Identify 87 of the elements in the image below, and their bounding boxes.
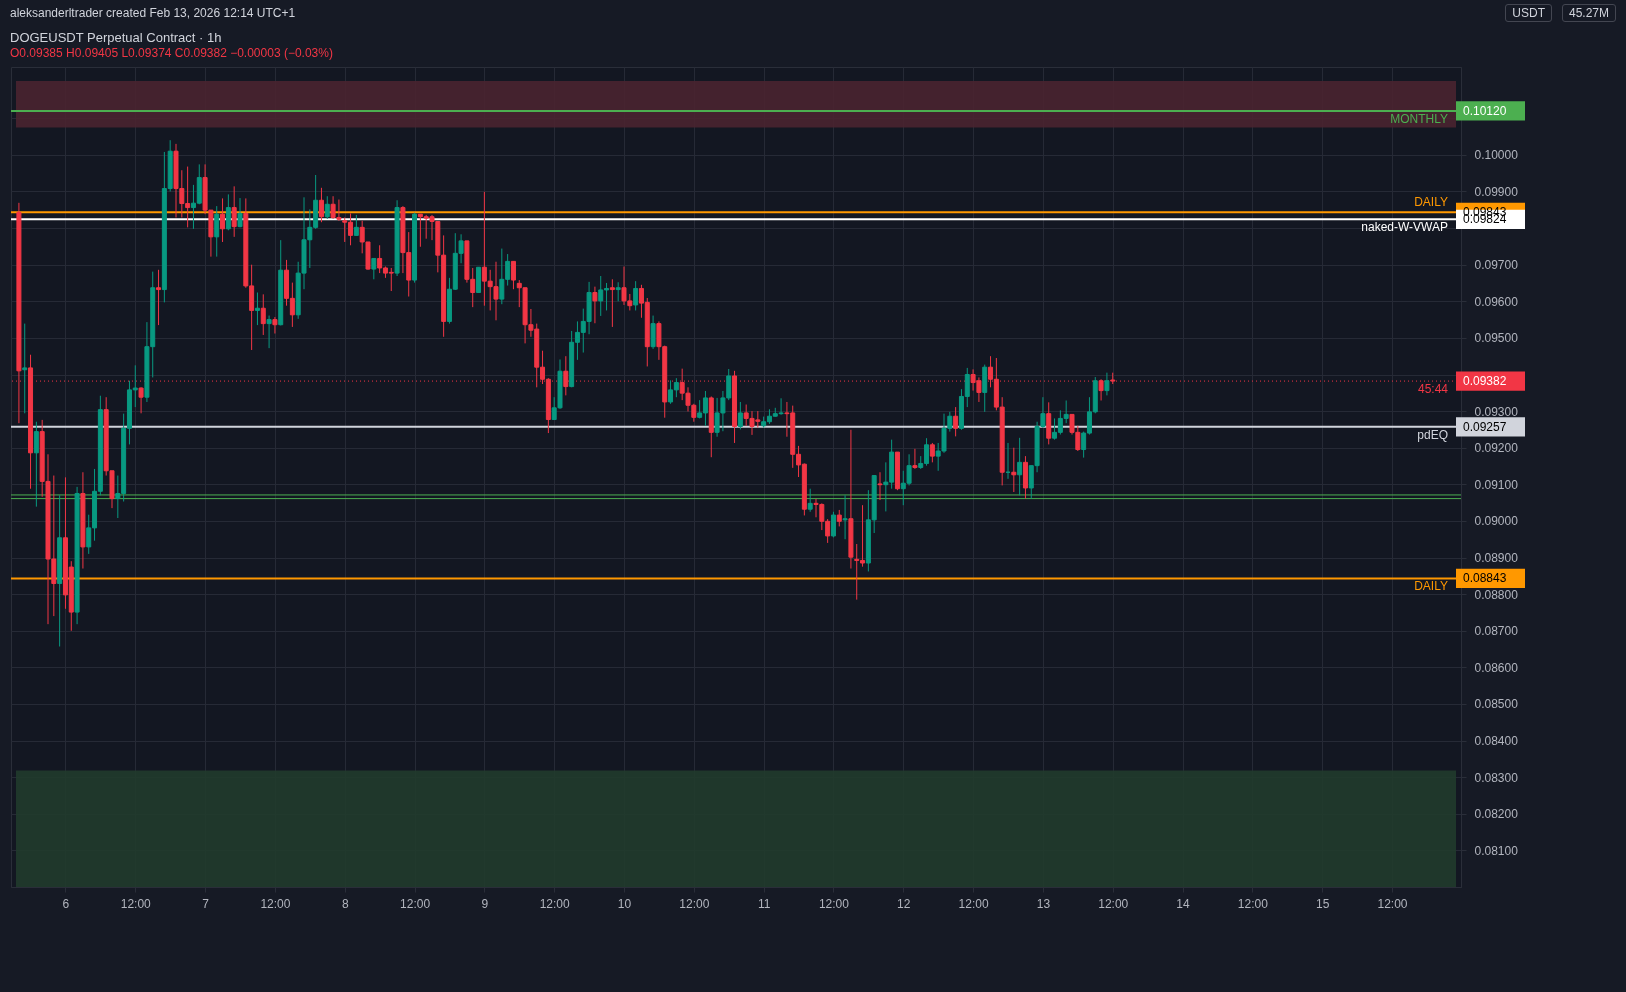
annotation: 45:44	[1417, 382, 1449, 397]
candlestick	[272, 316, 278, 334]
x-tick-label: 8	[341, 896, 349, 911]
x-tick-label: 12:00	[818, 896, 850, 911]
y-tick-label: 0.08400	[1474, 734, 1519, 749]
x-tick-label: 9	[481, 896, 489, 911]
candlestick	[231, 185, 237, 238]
x-tick-label: 14	[1176, 896, 1191, 911]
y-tick-label: 0.09200	[1474, 441, 1519, 456]
x-tick-label: 12:00	[679, 896, 710, 911]
annotation: MONTHLY	[1390, 111, 1448, 126]
x-tick-label: 12:00	[260, 896, 291, 911]
text: 45.27M	[1561, 4, 1616, 22]
candlestick	[156, 269, 162, 326]
candlestick	[33, 421, 39, 508]
y-tick-label: 0.09700	[1474, 258, 1519, 273]
candlestick	[220, 197, 226, 243]
chart-title: DOGEUSDT Perpetual Contract · 1h	[10, 30, 222, 45]
x-tick-label: 7	[202, 896, 210, 911]
candlestick	[633, 280, 639, 311]
candlestick	[842, 494, 848, 540]
y-tick-label: 0.08500	[1474, 697, 1519, 712]
candlestick	[260, 293, 266, 336]
candlestick	[324, 195, 330, 220]
candlestick	[929, 442, 935, 463]
ref-line-label: 0.09257	[1463, 419, 1507, 434]
candlestick	[214, 205, 220, 258]
y-tick-label: 0.08800	[1474, 587, 1519, 602]
candlestick	[1017, 437, 1023, 496]
annotation: pdEQ	[1417, 427, 1448, 442]
annotation: naked-W-VWAP	[1361, 220, 1448, 235]
y-tick-label: 0.09300	[1474, 404, 1519, 419]
candlestick	[912, 448, 918, 470]
text: aleksanderltrader created Feb 13, 2026 12:14 UTC+1	[10, 6, 296, 20]
x-tick-label: 13	[1036, 896, 1051, 911]
x-tick-label: 12:00	[400, 896, 431, 911]
y-tick-label: 0.08600	[1474, 660, 1519, 675]
candlestick	[1104, 372, 1110, 396]
y-tick-label: 0.08300	[1474, 770, 1519, 785]
y-tick-label: 0.08100	[1474, 843, 1519, 858]
candlestick	[650, 315, 656, 350]
ref-line-label: 0.09382	[1463, 374, 1507, 389]
y-tick-label: 0.08900	[1474, 551, 1519, 566]
text: USDT	[1505, 4, 1552, 22]
candlestick	[877, 471, 883, 501]
candlestick	[225, 193, 231, 231]
y-tick-label: 0.09000	[1474, 514, 1519, 529]
x-tick-label: 15	[1316, 896, 1330, 911]
candlestick	[592, 286, 598, 324]
y-tick-label: 0.09500	[1474, 331, 1519, 346]
candlestick	[953, 406, 959, 437]
x-tick-label: 12:00	[539, 896, 571, 911]
candlestick	[22, 323, 28, 414]
y-tick-label: 0.08700	[1474, 624, 1519, 639]
candlestick	[254, 292, 260, 326]
candlestick	[1098, 378, 1104, 401]
y-tick-label: 0.09900	[1474, 184, 1519, 199]
x-tick-label: 12:00	[1237, 896, 1269, 911]
candlestick	[138, 386, 144, 414]
x-tick-label: 10	[617, 896, 632, 911]
candlestick	[609, 278, 615, 328]
candlestick	[353, 214, 359, 236]
x-tick-label: 12:00	[958, 896, 989, 911]
candlestick	[371, 257, 377, 280]
candlestick	[266, 315, 272, 349]
chart-subtitle: O0.09385 H0.09405 L0.09374 C0.09382 −0.00003 (−0.03%)	[10, 46, 333, 60]
annotation: DAILY	[1414, 579, 1448, 594]
candlestick	[510, 260, 516, 290]
x-tick-label: 12:00	[1377, 896, 1408, 911]
x-tick-label: 11	[757, 896, 771, 911]
x-tick-label: 12:00	[1098, 896, 1129, 911]
y-tick-label: 0.08200	[1474, 807, 1519, 822]
candlestick	[237, 197, 243, 228]
y-tick-label: 0.09100	[1474, 477, 1519, 492]
candlestick	[830, 511, 836, 538]
annotation: DAILY	[1414, 195, 1448, 210]
x-tick-label: 12	[897, 896, 911, 911]
x-tick-label: 12:00	[120, 896, 152, 911]
y-tick-label: 0.09600	[1474, 294, 1519, 309]
candlestick	[807, 488, 813, 513]
ref-line-label: 0.08843	[1463, 571, 1507, 586]
candlestick	[737, 401, 743, 430]
candlestick	[318, 187, 324, 223]
ref-line-label: 0.10120	[1463, 103, 1507, 118]
candlestick	[615, 281, 621, 302]
y-tick-label: 0.10000	[1474, 148, 1519, 163]
x-tick-label: 6	[62, 896, 70, 911]
